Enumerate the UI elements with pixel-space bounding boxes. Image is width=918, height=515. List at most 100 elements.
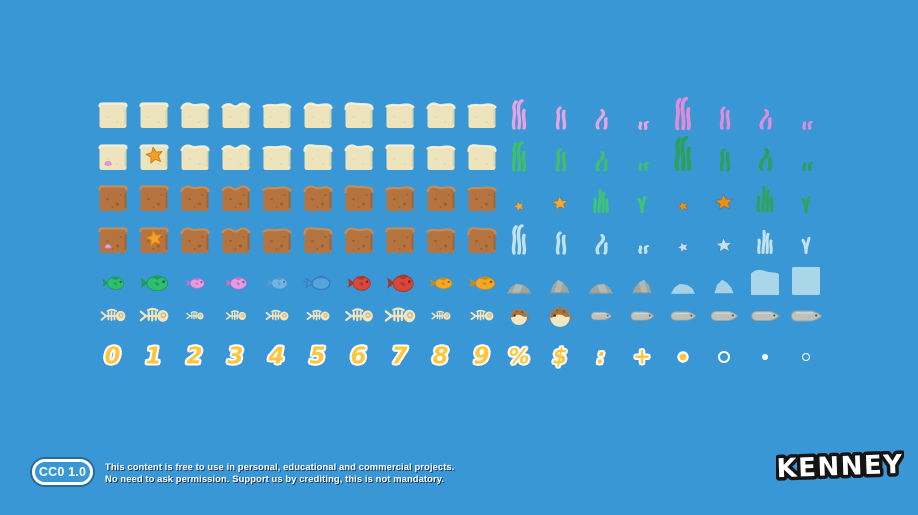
sand-tile [261,101,292,129]
cc0-badge-label: CC0 1.0 [38,465,87,479]
fish-sprite [429,276,453,290]
seaweed-sprite [636,156,650,171]
dirt-tile [302,184,333,212]
grass-sprite [591,185,611,213]
rock-sprite [588,282,614,295]
fish-bones-sprite [100,308,126,324]
fish-bones-sprite [139,307,169,325]
sand-tile [261,143,292,171]
number-glyph: 4 [268,343,285,370]
sand-tile [343,101,374,129]
fish-sprite [101,275,125,291]
grass-sprite [799,193,813,213]
seaweed-sprite [509,223,529,255]
water-tile-sprite [792,267,820,295]
fish-bones-sprite [185,311,204,321]
dirt-tile [261,184,292,212]
fish-bones-sprite [470,309,494,323]
fish-bones-sprite [344,308,373,324]
sand-tile [384,101,415,129]
dirt-tile [138,184,169,212]
fish-bones-sprite [265,309,289,323]
number-glyph: 8 [432,343,449,370]
dirt-tile [343,184,374,212]
sand-tile [466,143,497,171]
circle-glyph [802,353,810,361]
number-glyph: 5 [309,343,326,370]
seaweed-sprite [756,144,774,172]
dirt-tile [384,226,415,254]
sand-tile [220,143,251,171]
circle-glyph [718,351,730,363]
symbol-glyph: % [508,344,530,369]
rock-sprite [549,279,571,295]
starfish-sprite [550,194,570,212]
water-tile-sprite [751,267,779,295]
seaweed-sprite [716,103,732,130]
number-glyph: 1 [145,343,162,370]
sand-tile [466,101,497,129]
seaweed-sprite [509,140,529,172]
eel-sprite [670,311,697,321]
fish-sprite [185,277,205,290]
dirt-tile [138,226,169,254]
puffer-fish-sprite [547,304,574,329]
eel-sprite [710,310,739,322]
sand-tile [302,101,333,129]
number-glyph: 3 [227,343,244,370]
seaweed-sprite [552,145,568,172]
fish-bones-sprite [430,310,451,322]
sand-tile [138,143,169,171]
fish-bones-sprite [225,310,246,322]
rock-sprite [506,282,532,295]
grass-sprite [799,235,813,254]
rock-sprite [713,279,735,295]
seaweed-sprite [593,230,609,255]
seaweed-sprite [672,96,694,130]
fish-sprite [302,275,331,292]
sand-tile [384,143,415,171]
license-line-2: No need to ask permission. Support us by… [105,472,445,484]
fish-sprite [224,276,247,291]
sand-tile [97,101,128,129]
fish-sprite [266,276,288,290]
starfish-sprite [676,241,690,254]
seaweed-sprite [672,136,695,172]
starfish-sprite [713,191,736,212]
grass-sprite [755,227,775,254]
symbol-glyph: + [633,344,651,369]
starfish-sprite [512,199,526,212]
dirt-tile [261,226,292,254]
number-glyph: 9 [473,343,490,370]
fish-sprite [139,274,169,293]
sand-tile [425,143,456,171]
dirt-tile [220,226,251,254]
seaweed-sprite [636,114,650,130]
eel-sprite [590,311,612,321]
dirt-tile [466,226,497,254]
dirt-tile [384,184,415,212]
seaweed-sprite [593,147,609,172]
license-line-1: This content is free to use in personal,… [105,461,455,472]
eel-sprite [750,310,780,322]
sand-tile [179,101,210,129]
rock-sprite [631,279,653,295]
dirt-tile [466,184,497,212]
cc0-license-badge: CC0 1.0 [32,459,93,485]
dirt-tile [343,226,374,254]
starfish-sprite [676,199,690,212]
number-glyph: 7 [391,343,408,370]
dirt-tile [97,184,128,212]
seaweed-sprite [509,99,529,130]
seaweed-sprite [757,105,773,130]
seaweed-sprite [636,239,650,254]
number-glyph: 0 [104,343,121,370]
number-glyph: 6 [350,343,367,370]
kenney-logo-text: KENNEY [776,450,904,484]
sand-tile [97,143,128,171]
number-glyph: 2 [186,343,203,370]
seaweed-sprite [552,228,568,255]
kenney-logo: KENNEY [773,442,908,493]
eel-sprite [630,311,655,321]
